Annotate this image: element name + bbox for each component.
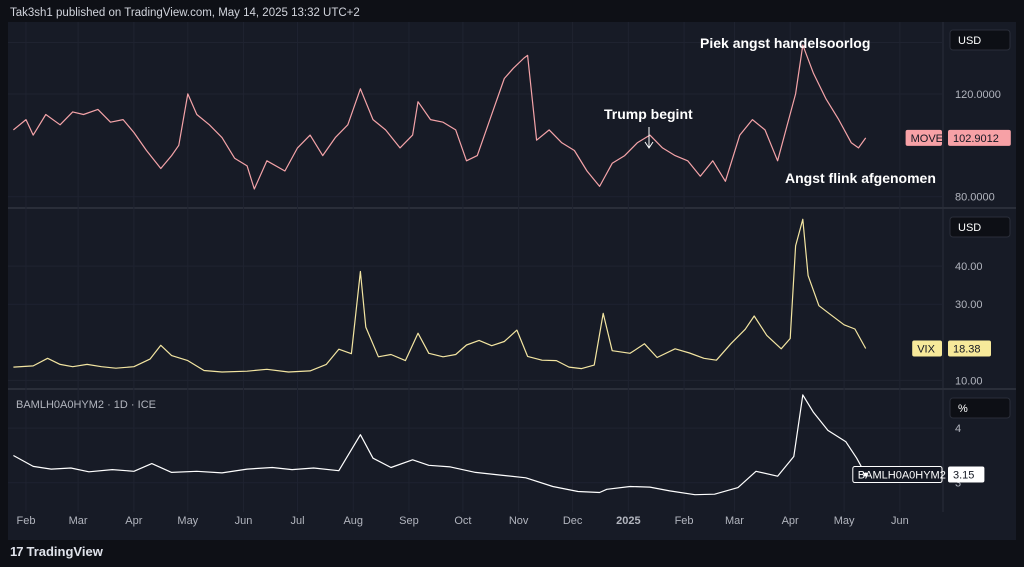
annotation-trump-starts: Trump begint (604, 106, 693, 122)
hy-last-point (863, 472, 868, 477)
time-axis-label: Feb (16, 515, 35, 527)
price-tick-label: 4 (955, 423, 961, 435)
footer-brand[interactable]: 17 TradingView (10, 544, 103, 559)
move-series-name-text: MOVE (911, 133, 943, 145)
tradingview-logo-icon: 17 (10, 544, 24, 559)
pane-background (8, 390, 1016, 510)
unit-label: USD (958, 222, 981, 234)
pane-background (8, 209, 1016, 388)
vix-series-name-text: VIX (917, 343, 935, 355)
time-axis-label: Dec (563, 515, 583, 527)
price-tick-label: 30.00 (955, 299, 983, 311)
hy-last-value-tag (948, 466, 985, 483)
hy-series-name-text: BAMLH0A0HYM2 (858, 470, 946, 482)
time-axis-label: May (177, 515, 198, 527)
chart-area[interactable]: Feb Mar Apr May Jun Jul Aug Sep Oct Nov Dec 2025 Feb… (8, 22, 1016, 540)
vix-last-value-text: 18.38 (953, 343, 981, 355)
time-axis-label: Jul (290, 515, 304, 527)
time-axis-label: Sep (399, 515, 419, 527)
hy-series-line (13, 394, 867, 496)
vix-series-line (13, 218, 867, 373)
publish-info: Tak3sh1 published on TradingView.com, Ma… (10, 7, 360, 19)
time-axis-label: Nov (509, 515, 529, 527)
time-axis-label: Oct (454, 515, 471, 527)
price-tick-label: 120.0000 (955, 89, 1001, 101)
time-axis-label: 2025 (616, 515, 640, 527)
price-tick-label: 3 (955, 478, 961, 490)
time-axis-label: Jun (891, 515, 909, 527)
time-axis-label: Feb (675, 515, 694, 527)
time-axis-label: Mar (725, 515, 744, 527)
pane-background (8, 22, 1016, 207)
move-last-value-text: 102.9012 (953, 133, 999, 145)
unit-label: % (958, 403, 968, 415)
price-tick-label: 40.00 (955, 261, 983, 273)
unit-box (949, 397, 1011, 419)
time-axis-label: Apr (782, 515, 799, 527)
move-series-line (13, 44, 867, 190)
time-axis-label: Apr (125, 515, 142, 527)
time-axis-label: Jun (235, 515, 253, 527)
hy-series-name-tag (852, 466, 943, 484)
vix-last-value-tag (948, 340, 991, 357)
move-series-name-tag (905, 129, 942, 146)
annotation-arrow-head (644, 141, 654, 149)
vix-series-name-tag (912, 340, 942, 357)
price-tick-label: 80.0000 (955, 192, 995, 204)
time-axis-label: Aug (343, 515, 363, 527)
hy-pane-title: BAMLH0A0HYM2 · 1D · ICE (16, 399, 156, 411)
price-tick-label: 10.00 (955, 375, 983, 387)
time-axis-label: Mar (69, 515, 88, 527)
tradingview-brand-label: TradingView (26, 544, 103, 559)
unit-label: USD (958, 35, 981, 47)
move-last-value-tag (948, 129, 1011, 146)
hy-last-value-text: 3.15 (953, 470, 974, 482)
unit-box (949, 29, 1011, 51)
annotation-peak-fear: Piek angst handelsoorlog (700, 35, 870, 51)
annotation-fear-decreased: Angst flink afgenomen (785, 170, 936, 186)
time-axis-label: May (834, 515, 855, 527)
unit-box (949, 216, 1011, 238)
chart-svg[interactable]: Feb Mar Apr May Jun Jul Aug Sep Oct Nov Dec 2025 Feb… (8, 22, 1016, 540)
